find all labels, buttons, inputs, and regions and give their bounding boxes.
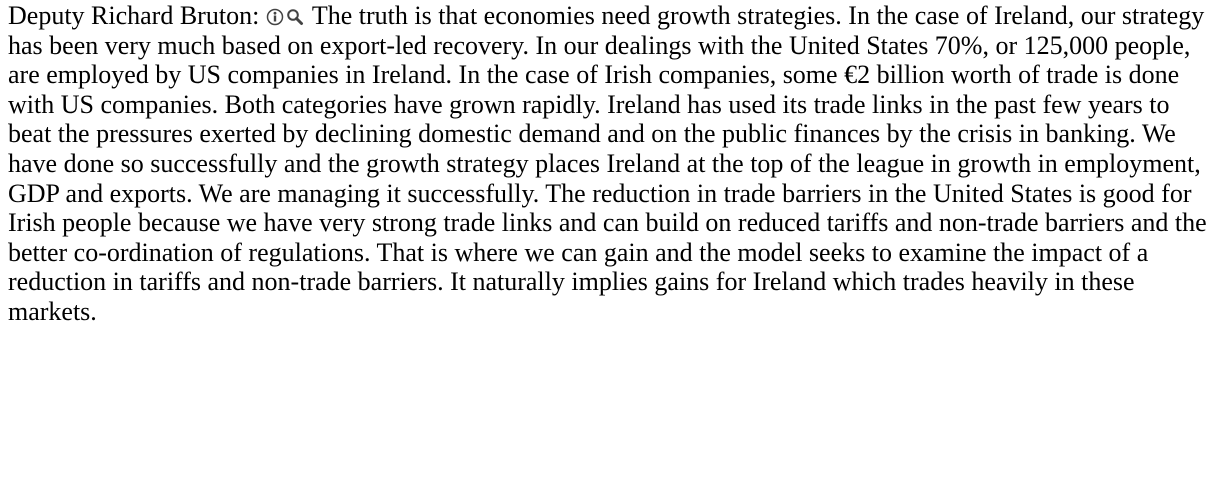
speech: Deputy Richard Bruton: The truth is that… [8, 0, 1215, 327]
info-icon[interactable] [266, 8, 284, 26]
speaker: Deputy Richard Bruton: [8, 1, 260, 30]
speech-text: The truth is that economies need growth … [8, 1, 1207, 326]
search-icon[interactable] [286, 8, 304, 26]
